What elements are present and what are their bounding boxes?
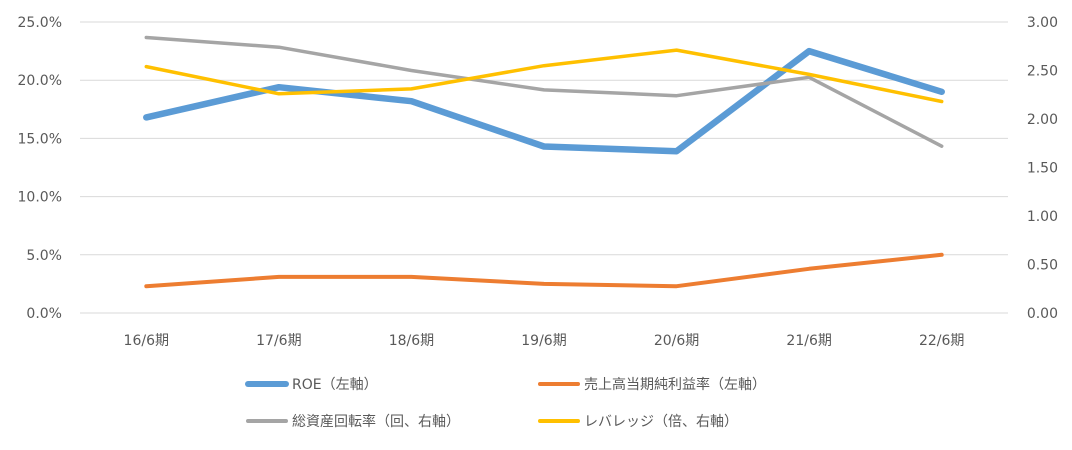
series-line xyxy=(143,47,945,155)
left-axis-tick-label: 5.0% xyxy=(26,248,62,264)
series-lines xyxy=(143,35,945,289)
left-axis-tick-labels: 0.0% 5.0% 10.0% 15.0% 20.0% 25.0% xyxy=(18,15,62,322)
right-axis-tick-label: 3.00 xyxy=(1027,15,1058,31)
right-axis-tick-labels: 0.00 0.50 1.00 1.50 2.00 2.50 3.00 xyxy=(1027,15,1058,322)
right-axis-tick-label: 0.00 xyxy=(1027,306,1058,322)
series-line xyxy=(144,252,944,289)
x-axis-tick-label: 22/6期 xyxy=(919,333,964,349)
left-axis-tick-label: 25.0% xyxy=(18,15,62,31)
left-axis-tick-label: 15.0% xyxy=(18,131,62,147)
left-axis-tick-label: 10.0% xyxy=(18,190,62,206)
right-axis-tick-label: 1.50 xyxy=(1027,161,1058,177)
legend-label: 売上高当期純利益率（左軸） xyxy=(584,376,766,393)
right-axis-tick-label: 0.50 xyxy=(1027,258,1058,274)
legend-item: 総資産回転率（回、右軸） xyxy=(246,413,460,430)
x-axis-tick-labels: 16/6期 17/6期 18/6期 19/6期 20/6期 21/6期 22/6期 xyxy=(124,333,965,349)
legend-label: レバレッジ（倍、右軸） xyxy=(584,414,738,430)
legend-item: レバレッジ（倍、右軸） xyxy=(538,414,738,430)
legend-label: ROE（左軸） xyxy=(292,377,378,393)
x-axis-tick-label: 21/6期 xyxy=(786,333,831,349)
legend-item: 売上高当期純利益率（左軸） xyxy=(538,376,766,393)
left-axis-tick-label: 0.0% xyxy=(26,306,62,322)
gridlines xyxy=(80,21,1008,314)
left-axis-tick-label: 20.0% xyxy=(18,73,62,89)
legend-item: ROE（左軸） xyxy=(245,377,378,393)
legend: ROE（左軸） 売上高当期純利益率（左軸） 総資産回転率（回、右軸） レバレッジ（倍、… xyxy=(245,376,766,430)
right-axis-tick-label: 2.00 xyxy=(1027,112,1058,128)
x-axis-tick-label: 16/6期 xyxy=(124,333,169,349)
x-axis-tick-label: 19/6期 xyxy=(521,333,566,349)
x-axis-tick-label: 18/6期 xyxy=(389,333,434,349)
series-line xyxy=(144,48,944,104)
legend-label: 総資産回転率（回、右軸） xyxy=(292,413,460,430)
right-axis-tick-label: 1.00 xyxy=(1027,209,1058,225)
x-axis-tick-label: 20/6期 xyxy=(654,333,699,349)
x-axis-tick-label: 17/6期 xyxy=(256,333,301,349)
right-axis-tick-label: 2.50 xyxy=(1027,64,1058,80)
